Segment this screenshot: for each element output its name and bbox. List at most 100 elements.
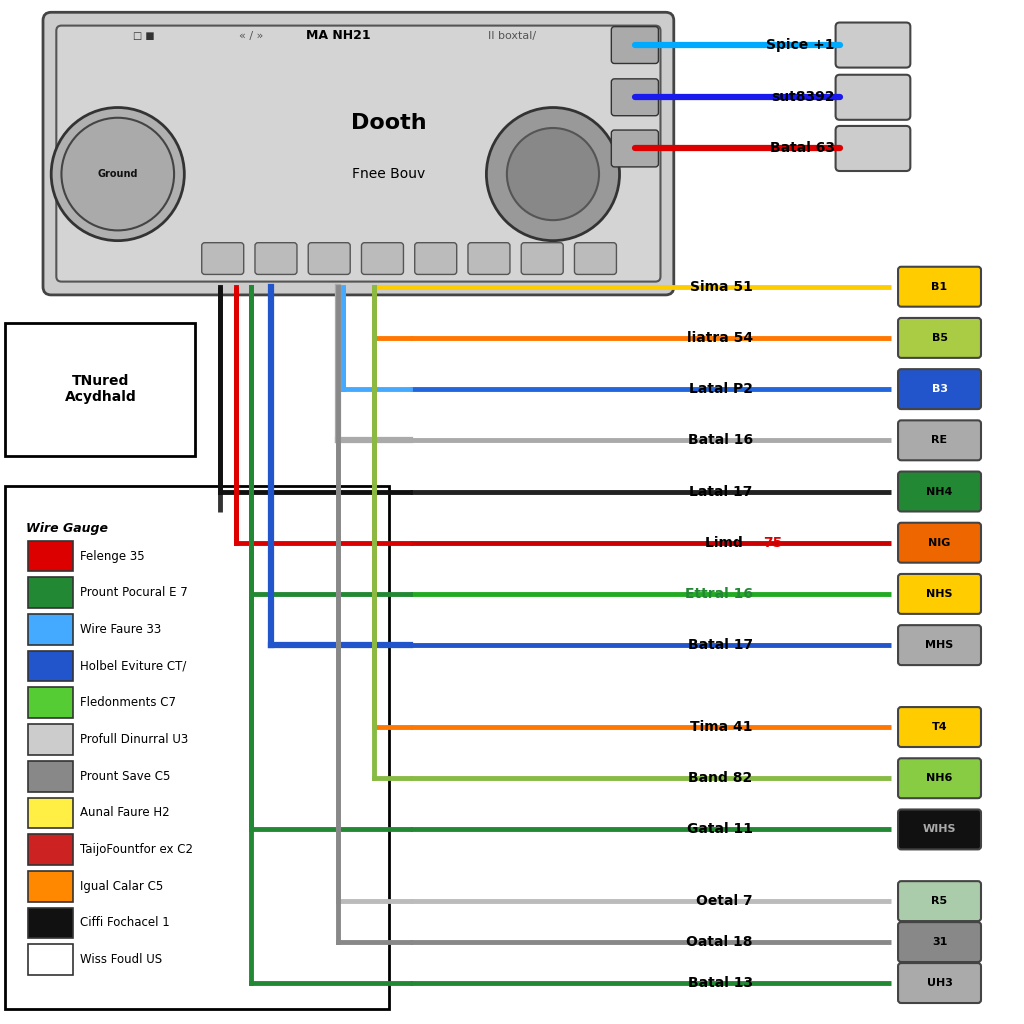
Text: Fnee Bouv: Fnee Bouv xyxy=(352,167,426,181)
Text: Felenge 35: Felenge 35 xyxy=(80,550,144,562)
Text: liatra 54: liatra 54 xyxy=(686,331,753,345)
FancyBboxPatch shape xyxy=(898,758,981,799)
FancyBboxPatch shape xyxy=(28,907,73,938)
Text: NHS: NHS xyxy=(927,589,952,599)
FancyBboxPatch shape xyxy=(202,243,244,274)
FancyBboxPatch shape xyxy=(898,471,981,511)
Text: Oetal 7: Oetal 7 xyxy=(696,894,753,908)
FancyBboxPatch shape xyxy=(898,523,981,563)
Text: B3: B3 xyxy=(932,384,947,394)
Text: Batal 17: Batal 17 xyxy=(687,638,753,652)
Text: Oatal 18: Oatal 18 xyxy=(686,935,753,949)
FancyBboxPatch shape xyxy=(28,835,73,865)
FancyBboxPatch shape xyxy=(898,266,981,307)
FancyBboxPatch shape xyxy=(574,243,616,274)
FancyBboxPatch shape xyxy=(28,614,73,645)
FancyBboxPatch shape xyxy=(898,420,981,461)
Text: Latal 17: Latal 17 xyxy=(689,484,753,499)
Text: MA NH21: MA NH21 xyxy=(305,30,371,42)
FancyBboxPatch shape xyxy=(5,323,195,456)
FancyBboxPatch shape xyxy=(611,130,658,167)
Text: Fledonments C7: Fledonments C7 xyxy=(80,696,176,710)
FancyBboxPatch shape xyxy=(43,12,674,295)
FancyBboxPatch shape xyxy=(521,243,563,274)
FancyBboxPatch shape xyxy=(28,541,73,571)
Text: Prount Save C5: Prount Save C5 xyxy=(80,770,170,782)
Text: Prount Pocural E 7: Prount Pocural E 7 xyxy=(80,586,187,599)
Text: Ciffi Fochacel 1: Ciffi Fochacel 1 xyxy=(80,916,170,930)
FancyBboxPatch shape xyxy=(56,26,660,282)
Text: TNured
Acydhald: TNured Acydhald xyxy=(65,374,136,404)
Text: NH6: NH6 xyxy=(927,773,952,783)
FancyBboxPatch shape xyxy=(28,578,73,608)
Text: B1: B1 xyxy=(932,282,947,292)
Text: B5: B5 xyxy=(932,333,947,343)
FancyBboxPatch shape xyxy=(898,708,981,748)
FancyBboxPatch shape xyxy=(255,243,297,274)
Text: Ground: Ground xyxy=(97,169,138,179)
FancyBboxPatch shape xyxy=(28,761,73,792)
FancyBboxPatch shape xyxy=(28,798,73,828)
Text: RE: RE xyxy=(932,435,947,445)
Text: Aunal Faure H2: Aunal Faure H2 xyxy=(80,806,170,819)
FancyBboxPatch shape xyxy=(468,243,510,274)
FancyBboxPatch shape xyxy=(898,369,981,409)
Text: WIHS: WIHS xyxy=(923,824,956,835)
Text: Batal 16: Batal 16 xyxy=(687,433,753,447)
FancyBboxPatch shape xyxy=(898,625,981,666)
FancyBboxPatch shape xyxy=(898,809,981,850)
Text: Latal P2: Latal P2 xyxy=(688,382,753,396)
FancyBboxPatch shape xyxy=(28,651,73,682)
Text: Sima 51: Sima 51 xyxy=(690,280,753,294)
Text: MHS: MHS xyxy=(926,640,953,650)
Text: Spice +1: Spice +1 xyxy=(766,38,835,52)
FancyBboxPatch shape xyxy=(836,75,910,120)
Circle shape xyxy=(486,108,620,241)
Text: Batal 13: Batal 13 xyxy=(687,976,753,990)
FancyBboxPatch shape xyxy=(28,687,73,718)
Text: TaijoFountfor ex C2: TaijoFountfor ex C2 xyxy=(80,843,193,856)
Text: Igual Calar C5: Igual Calar C5 xyxy=(80,880,163,893)
FancyBboxPatch shape xyxy=(836,126,910,171)
Text: UH3: UH3 xyxy=(927,978,952,988)
Text: sut8392: sut8392 xyxy=(771,90,835,104)
Text: II boxtal/: II boxtal/ xyxy=(488,31,536,41)
Circle shape xyxy=(61,118,174,230)
Circle shape xyxy=(507,128,599,220)
FancyBboxPatch shape xyxy=(415,243,457,274)
FancyBboxPatch shape xyxy=(898,317,981,357)
FancyBboxPatch shape xyxy=(611,27,658,63)
FancyBboxPatch shape xyxy=(898,922,981,963)
Text: Wiss Foudl US: Wiss Foudl US xyxy=(80,953,162,967)
FancyBboxPatch shape xyxy=(898,573,981,614)
FancyBboxPatch shape xyxy=(898,963,981,1004)
FancyBboxPatch shape xyxy=(611,79,658,116)
FancyBboxPatch shape xyxy=(836,23,910,68)
Text: NH4: NH4 xyxy=(927,486,952,497)
FancyBboxPatch shape xyxy=(308,243,350,274)
Text: 31: 31 xyxy=(932,937,947,947)
Text: 75: 75 xyxy=(764,536,782,550)
FancyBboxPatch shape xyxy=(5,486,389,1009)
Text: Gatal 11: Gatal 11 xyxy=(687,822,753,837)
Text: R5: R5 xyxy=(932,896,947,906)
Text: Wire Gauge: Wire Gauge xyxy=(26,522,108,536)
Text: Holbel Eviture CT/: Holbel Eviture CT/ xyxy=(80,659,186,673)
Text: Wire Faure 33: Wire Faure 33 xyxy=(80,623,161,636)
Text: Tima 41: Tima 41 xyxy=(690,720,753,734)
Text: Limd: Limd xyxy=(705,536,748,550)
Text: NIG: NIG xyxy=(929,538,950,548)
Text: T4: T4 xyxy=(932,722,947,732)
FancyBboxPatch shape xyxy=(898,881,981,922)
Text: Dooth: Dooth xyxy=(351,113,427,133)
Text: □ ■: □ ■ xyxy=(132,31,155,41)
Text: « / »: « / » xyxy=(239,31,263,41)
FancyBboxPatch shape xyxy=(28,724,73,755)
FancyBboxPatch shape xyxy=(28,870,73,901)
FancyBboxPatch shape xyxy=(28,944,73,975)
Text: Ettral 16: Ettral 16 xyxy=(685,587,753,601)
Text: Band 82: Band 82 xyxy=(688,771,753,785)
Text: Profull Dinurral U3: Profull Dinurral U3 xyxy=(80,733,188,746)
Circle shape xyxy=(51,108,184,241)
Text: Batal 63: Batal 63 xyxy=(770,141,835,156)
